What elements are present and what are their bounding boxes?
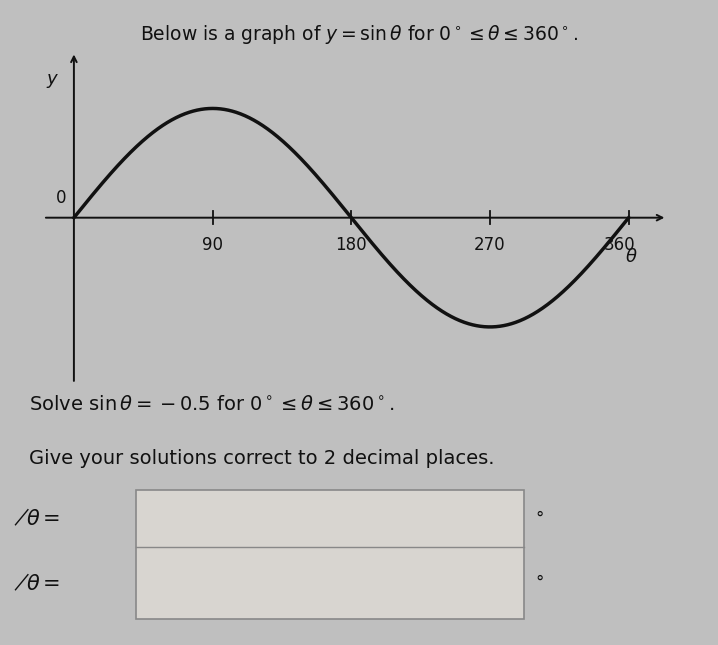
Text: °: ° [535, 510, 544, 528]
Text: °: ° [535, 574, 544, 592]
Text: Solve $\sin \theta = -0.5$ for $0^\circ \leq \theta \leq 360^\circ$.: Solve $\sin \theta = -0.5$ for $0^\circ … [29, 395, 394, 413]
Text: 360: 360 [604, 236, 635, 254]
Text: $\!\not\!\theta =$: $\!\not\!\theta =$ [14, 572, 60, 594]
Text: Give your solutions correct to 2 decimal places.: Give your solutions correct to 2 decimal… [29, 449, 494, 468]
Text: $\theta$: $\theta$ [625, 248, 638, 266]
Text: $\!\not\!\theta =$: $\!\not\!\theta =$ [14, 508, 60, 530]
Text: $y$: $y$ [46, 72, 59, 90]
Text: 0: 0 [56, 189, 66, 207]
FancyBboxPatch shape [136, 490, 524, 619]
Text: 180: 180 [335, 236, 367, 254]
Text: 270: 270 [474, 236, 505, 254]
Text: 90: 90 [202, 236, 223, 254]
Text: Below is a graph of $y = \sin \theta$ for $0^\circ \leq \theta \leq 360^\circ$.: Below is a graph of $y = \sin \theta$ fo… [140, 23, 578, 46]
